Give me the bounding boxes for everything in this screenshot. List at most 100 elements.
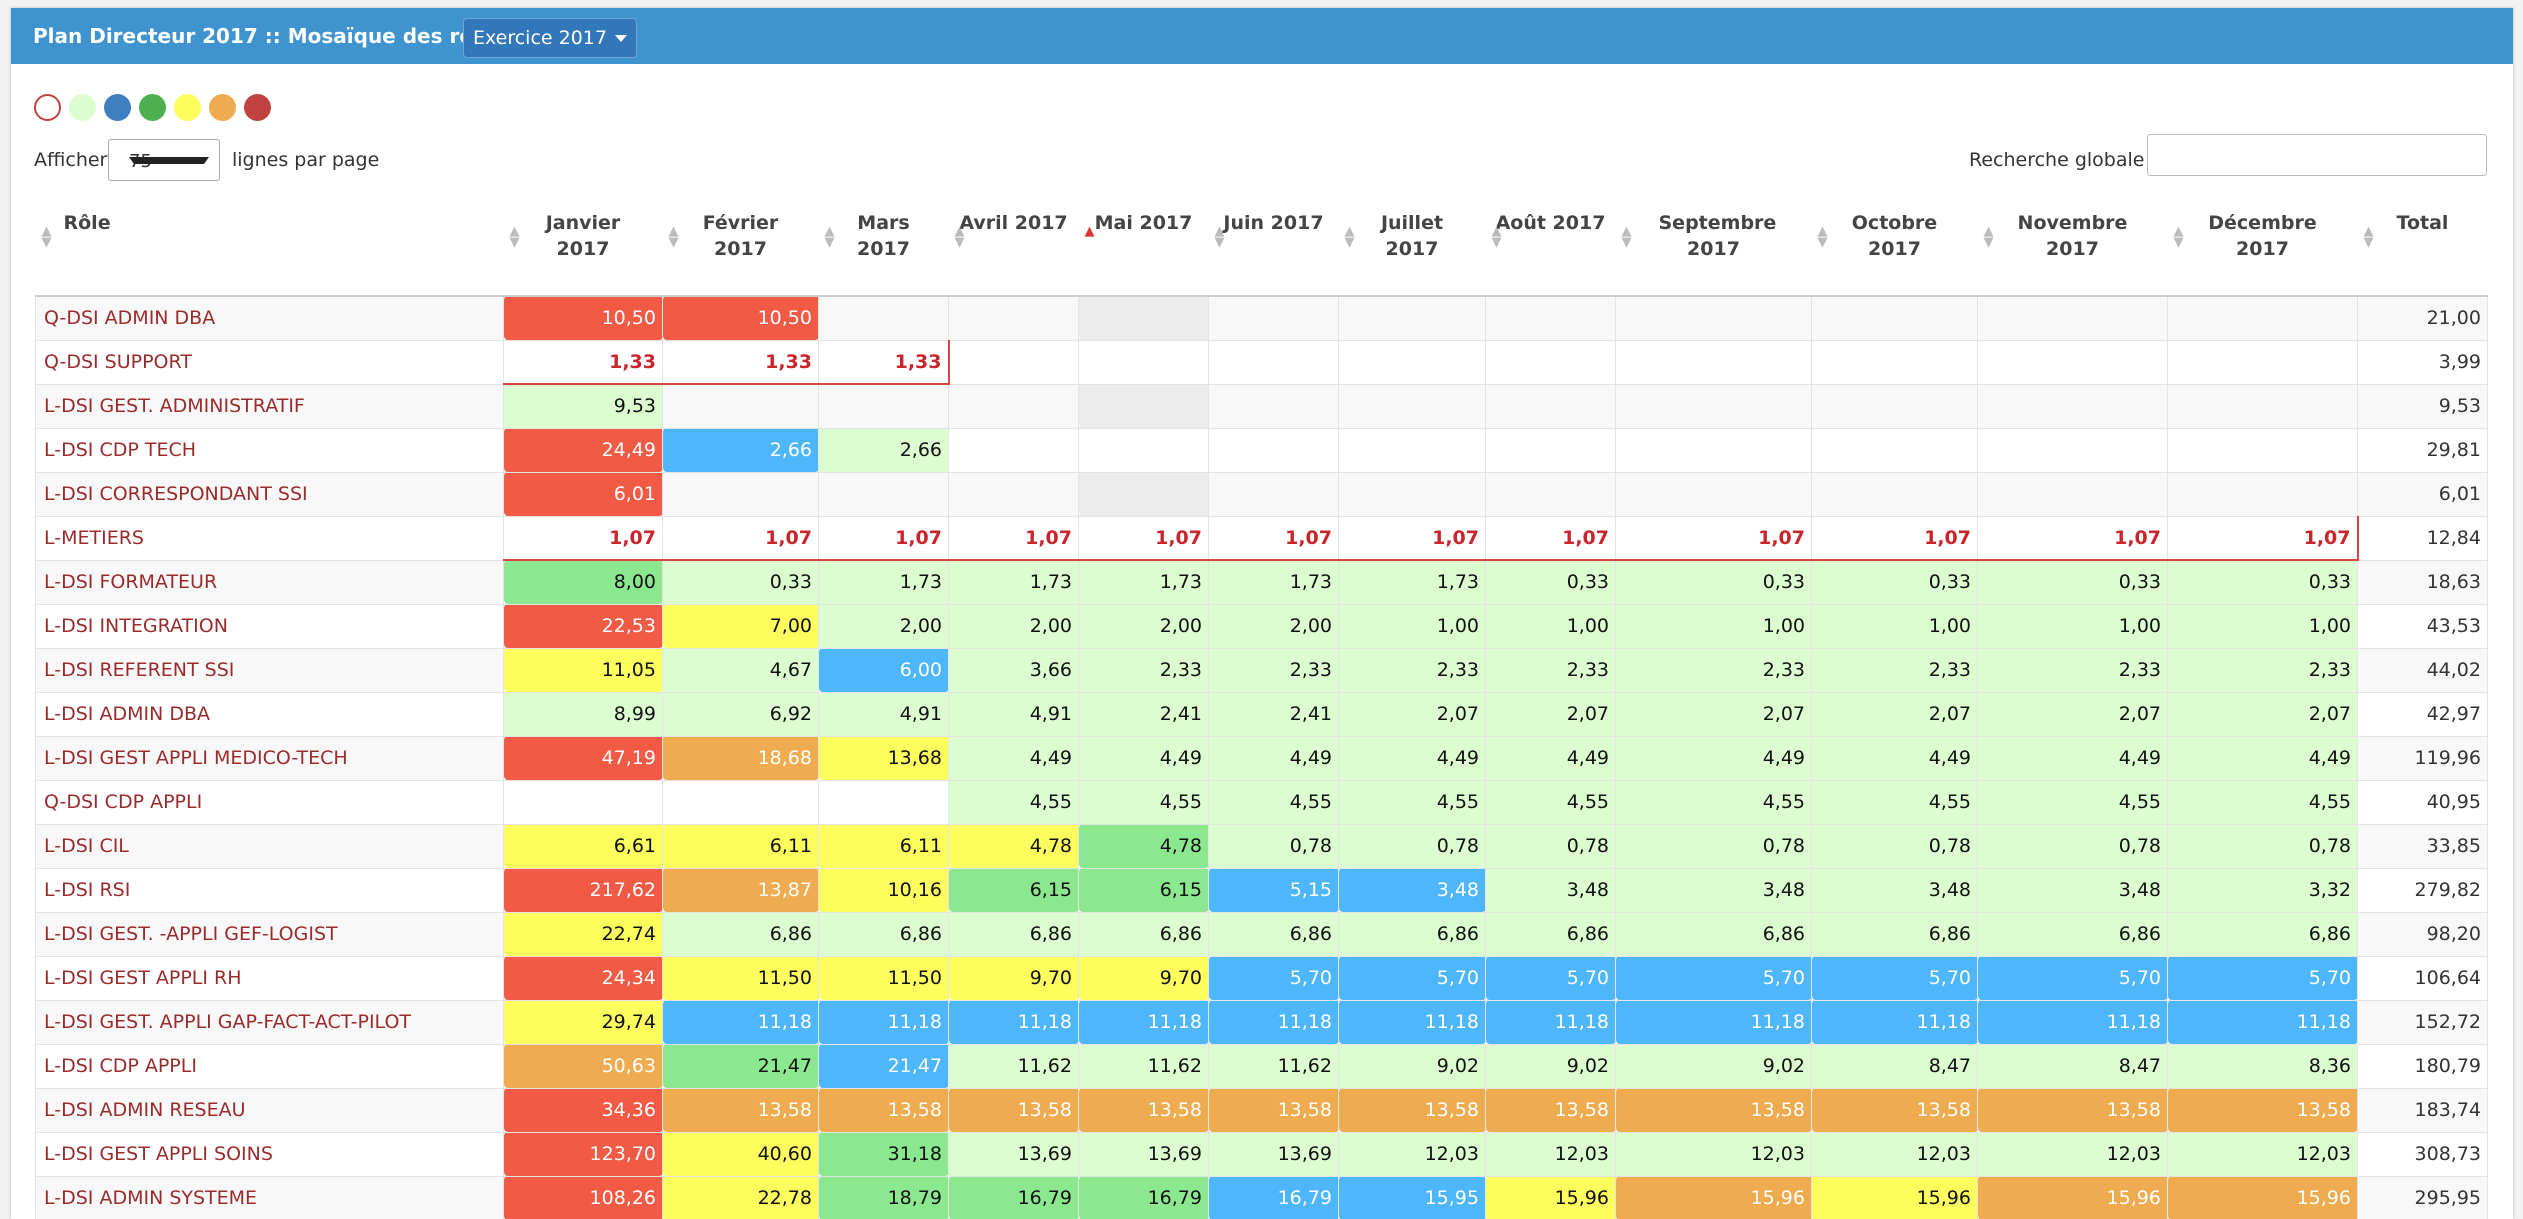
- role-cell[interactable]: L-DSI ADMIN DBA: [35, 691, 504, 737]
- column-header[interactable]: ▲ ▼ Septembre 2017: [1615, 198, 1812, 297]
- role-cell[interactable]: L-DSI CORRESPONDANT SSI: [35, 471, 504, 517]
- month-value-cell: [1338, 471, 1486, 517]
- column-header-label: Février 2017: [702, 212, 779, 260]
- month-value-cell: 3,48: [1811, 867, 1978, 913]
- role-cell[interactable]: L-DSI ADMIN RESEAU: [35, 1087, 504, 1133]
- column-header[interactable]: ▲ ▼ Juin 2017: [1208, 198, 1339, 297]
- column-header[interactable]: ▲ ▼ Juillet 2017: [1338, 198, 1486, 297]
- role-cell[interactable]: Q-DSI SUPPORT: [35, 339, 504, 385]
- role-cell[interactable]: Q-DSI ADMIN DBA: [35, 295, 504, 341]
- role-cell[interactable]: L-DSI FORMATEUR: [35, 559, 504, 605]
- month-value-cell: [948, 427, 1079, 473]
- role-cell[interactable]: L-DSI CDP TECH: [35, 427, 504, 473]
- table-row: L-DSI GEST APPLI RH 24,34 11,50 11,50 9,70 9,…: [35, 955, 2488, 1001]
- role-cell[interactable]: L-DSI GEST. ADMINISTRATIF: [35, 383, 504, 429]
- global-search-input[interactable]: [2147, 134, 2487, 176]
- column-header[interactable]: ▲ ▼ Mars 2017: [818, 198, 949, 297]
- column-header[interactable]: ▲ ▼ Total: [2357, 198, 2488, 297]
- role-cell[interactable]: L-DSI GEST APPLI MEDICO-TECH: [35, 735, 504, 781]
- month-value-cell: 6,86: [1078, 911, 1209, 957]
- month-value-cell: 10,50: [662, 295, 819, 341]
- sort-icon: ▲ ▼: [1491, 224, 1502, 250]
- column-header[interactable]: ▲ ▼ Rôle: [35, 198, 504, 297]
- month-value-cell: [818, 471, 949, 517]
- sort-icon: ▲ ▼: [668, 224, 679, 250]
- month-value-cell: 5,70: [1811, 955, 1978, 1001]
- total-cell: 43,53: [2357, 603, 2488, 649]
- column-header-label: Rôle: [63, 212, 111, 234]
- legend-dot-red[interactable]: [244, 94, 271, 121]
- role-cell[interactable]: L-DSI ADMIN SYSTEME: [35, 1175, 504, 1219]
- page-title: Plan Directeur 2017 :: Mosaïque des rôle…: [33, 24, 506, 48]
- total-cell: 295,95: [2357, 1175, 2488, 1219]
- month-value-cell: 16,79: [948, 1175, 1079, 1219]
- month-value-cell: 5,70: [1615, 955, 1812, 1001]
- column-header[interactable]: ▲ ▼ Novembre 2017: [1977, 198, 2168, 297]
- month-value-cell: 4,78: [1078, 823, 1209, 869]
- month-value-cell: 5,70: [1977, 955, 2168, 1001]
- month-value-cell: 5,70: [1338, 955, 1486, 1001]
- total-cell: 40,95: [2357, 779, 2488, 825]
- month-value-cell: 1,73: [818, 559, 949, 605]
- month-value-cell: 4,49: [948, 735, 1079, 781]
- app-window: Plan Directeur 2017 :: Mosaïque des rôle…: [11, 8, 2513, 1219]
- month-value-cell: 1,07: [503, 515, 663, 561]
- exercise-dropdown-button[interactable]: Exercice 2017: [463, 18, 637, 58]
- role-cell[interactable]: L-METIERS: [35, 515, 504, 561]
- per-page-select[interactable]: 75: [108, 139, 220, 181]
- table-header-row: ▲ ▼ Rôle ▲ ▼ Janvier 2017 ▲ ▼ Février 2017 ▲ ▼ Mars…: [35, 198, 2488, 297]
- column-header[interactable]: ▲ ▼ Décembre 2017: [2167, 198, 2358, 297]
- role-cell[interactable]: L-DSI GEST APPLI RH: [35, 955, 504, 1001]
- role-cell[interactable]: L-DSI CDP APPLI: [35, 1043, 504, 1089]
- month-value-cell: 4,49: [1208, 735, 1339, 781]
- month-value-cell: 0,33: [1811, 559, 1978, 605]
- legend-dot-white[interactable]: [34, 94, 61, 121]
- column-header[interactable]: ▲ ▼ Août 2017: [1485, 198, 1616, 297]
- table-row: L-DSI ADMIN SYSTEME 108,26 22,78 18,79 16,79…: [35, 1175, 2488, 1219]
- month-value-cell: 1,00: [1338, 603, 1486, 649]
- column-header[interactable]: ▲ ▼ Octobre 2017: [1811, 198, 1978, 297]
- legend-dot-light-green[interactable]: [69, 94, 96, 121]
- month-value-cell: [948, 471, 1079, 517]
- role-cell[interactable]: L-DSI GEST APPLI SOINS: [35, 1131, 504, 1177]
- month-value-cell: 1,07: [818, 515, 949, 561]
- month-value-cell: 6,86: [948, 911, 1079, 957]
- role-cell[interactable]: L-DSI REFERENT SSI: [35, 647, 504, 693]
- column-header[interactable]: ▲ ▼ Janvier 2017: [503, 198, 663, 297]
- month-value-cell: [2167, 383, 2358, 429]
- month-value-cell: 16,79: [1208, 1175, 1339, 1219]
- month-value-cell: 8,00: [503, 559, 663, 605]
- month-value-cell: 13,58: [1338, 1087, 1486, 1133]
- column-header-label: Septembre 2017: [1658, 212, 1777, 260]
- month-value-cell: 11,18: [1977, 999, 2168, 1045]
- total-cell: 42,97: [2357, 691, 2488, 737]
- month-value-cell: 3,48: [1338, 867, 1486, 913]
- role-cell[interactable]: L-DSI CIL: [35, 823, 504, 869]
- month-value-cell: 11,50: [662, 955, 819, 1001]
- legend-dot-yellow[interactable]: [174, 94, 201, 121]
- total-cell: 21,00: [2357, 295, 2488, 341]
- month-value-cell: [662, 383, 819, 429]
- legend-dot-blue[interactable]: [104, 94, 131, 121]
- month-value-cell: 11,18: [1615, 999, 1812, 1045]
- role-cell[interactable]: L-DSI GEST. APPLI GAP-FACT-ACT-PILOT: [35, 999, 504, 1045]
- month-value-cell: [1338, 427, 1486, 473]
- column-header[interactable]: ▲ Mai 2017: [1078, 198, 1209, 297]
- table-row: L-METIERS 1,07 1,07 1,07 1,07 1,07 1,07 1,07 1,0…: [35, 515, 2488, 561]
- column-header[interactable]: ▲ ▼ Avril 2017: [948, 198, 1079, 297]
- month-value-cell: 4,49: [1078, 735, 1209, 781]
- legend-dot-orange[interactable]: [209, 94, 236, 121]
- role-cell[interactable]: L-DSI INTEGRATION: [35, 603, 504, 649]
- role-cell[interactable]: L-DSI RSI: [35, 867, 504, 913]
- month-value-cell: 2,07: [1615, 691, 1812, 737]
- column-header[interactable]: ▲ ▼ Février 2017: [662, 198, 819, 297]
- month-value-cell: 0,33: [2167, 559, 2358, 605]
- role-cell[interactable]: L-DSI GEST. -APPLI GEF-LOGIST: [35, 911, 504, 957]
- month-value-cell: 1,00: [1977, 603, 2168, 649]
- month-value-cell: 6,86: [1811, 911, 1978, 957]
- month-value-cell: 6,92: [662, 691, 819, 737]
- role-cell[interactable]: Q-DSI CDP APPLI: [35, 779, 504, 825]
- month-value-cell: 5,70: [1208, 955, 1339, 1001]
- total-cell: 106,64: [2357, 955, 2488, 1001]
- legend-dot-green[interactable]: [139, 94, 166, 121]
